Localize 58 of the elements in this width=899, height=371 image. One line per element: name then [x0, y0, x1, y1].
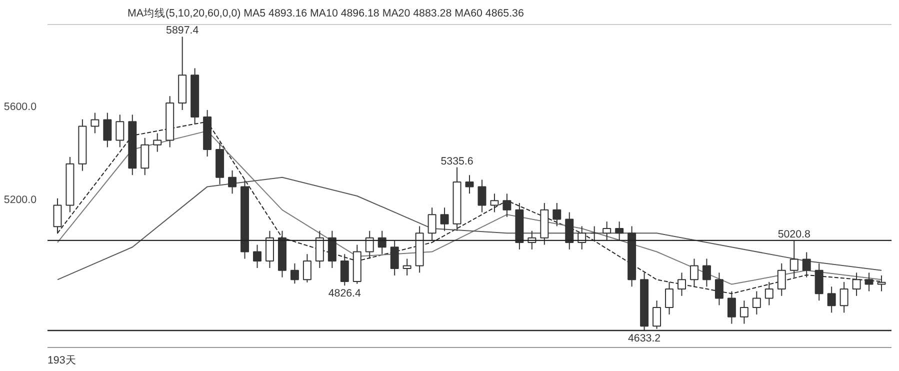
candlestick [390, 240, 399, 276]
candlestick [465, 174, 474, 194]
candlestick [428, 207, 436, 241]
candlestick [602, 221, 612, 241]
candlestick [53, 198, 62, 234]
candlestick [116, 114, 124, 148]
candlestick [490, 193, 499, 213]
candlestick [827, 286, 836, 314]
candlestick [502, 193, 512, 218]
candlestick [852, 272, 861, 296]
candlestick [752, 290, 761, 316]
annotation: 5335.6 [440, 155, 474, 168]
candlestick [590, 226, 599, 241]
candlestick [777, 262, 786, 296]
candlestick [253, 244, 262, 269]
annotation: 4826.4 [328, 288, 362, 300]
y-tick-label: 5600.0 [4, 100, 37, 113]
candlestick [578, 226, 586, 250]
candlestick [764, 281, 774, 306]
annotation: 4633.2 [628, 332, 661, 344]
candlestick [877, 274, 886, 292]
candlestick [864, 272, 874, 292]
candlestick [690, 258, 698, 288]
candlestick [440, 207, 449, 232]
candlestick [302, 254, 312, 283]
candlestick [552, 202, 562, 227]
text: MA均线(5,10,20,60,0,0) MA5 4893.16 MA10 4896.18 MA20 4883.28 MA60 4865.36 [128, 6, 524, 20]
candlestick [702, 258, 711, 288]
annotation: 5020.8 [778, 228, 810, 240]
candlestick [328, 230, 336, 269]
candlestick [814, 262, 824, 302]
candlestick [790, 240, 798, 278]
text: 193天 [48, 354, 76, 366]
candlestick [615, 221, 624, 241]
candlestick [840, 281, 848, 314]
candlestick [265, 230, 274, 269]
candlestick [665, 281, 674, 316]
candlestick [714, 272, 724, 306]
candlestick [340, 254, 349, 286]
candlestick [802, 252, 811, 278]
candlestick [290, 262, 299, 284]
candlestick [652, 300, 662, 330]
candlestick [678, 272, 686, 296]
candlestick [478, 179, 486, 213]
candlestick [153, 132, 162, 152]
candlestick [103, 112, 112, 148]
candlestick [740, 300, 748, 324]
candlestick [565, 212, 574, 250]
candlestick [90, 112, 100, 134]
candlestick [727, 290, 736, 324]
candlestick [365, 230, 374, 260]
annotation: 5897.4 [166, 24, 199, 37]
candlestick [140, 137, 150, 176]
candlestick [402, 258, 412, 276]
candlestick [315, 230, 324, 269]
candlestick [228, 170, 237, 194]
y-tick-label: 5200.0 [4, 194, 37, 206]
line-series [56, 176, 882, 280]
